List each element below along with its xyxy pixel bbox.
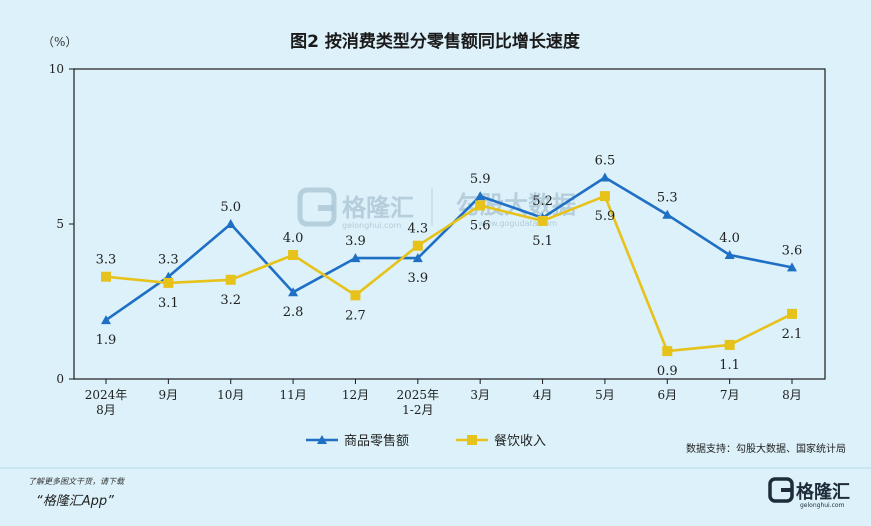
x-tick-label: 8月 [782,388,802,402]
data-label: 5.9 [595,209,616,224]
data-label: 3.9 [407,271,428,286]
data-label: 1.9 [96,333,117,348]
x-tick-label: 10月 [217,388,244,402]
watermark-brand-sub: gelonghui.com [342,221,401,230]
data-label: 6.5 [595,154,616,169]
triangle-marker-icon [317,435,327,444]
data-point [724,339,735,350]
chart-title: 图2 按消费类型分零售额同比增长速度 [290,31,581,52]
y-tick-label: 5 [56,217,64,231]
footer-logo-text: 格隆汇 [796,481,850,503]
data-point [225,274,236,285]
x-tick-label: 3月 [470,388,490,402]
x-axis: 2024年 8月 9月 10月 11月 12月 2025年 1-2月 3月 4月 5月 6月 7月 8月 [85,379,802,417]
watermark-brand: 格隆汇 [342,194,414,222]
data-point [537,215,548,226]
data-point [101,315,111,325]
data-label: 4.0 [719,231,740,246]
series-catering: 3.3 3.1 3.2 4.0 2.7 4.3 5.6 5.1 5.9 0.9 1.1 2.1 [96,191,803,379]
x-tick-label: 9月 [159,388,179,402]
data-label: 5.3 [657,191,678,206]
series-line [105,194,793,353]
data-point [599,191,610,202]
data-point [475,191,486,201]
x-tick-label: 2025年 1-2月 [397,388,440,417]
data-point [288,250,299,260]
source-text: 数据支持：勾股大数据、国家统计局 [686,442,846,455]
data-point [412,240,423,251]
data-label: 3.9 [345,234,366,249]
data-label: 0.9 [657,364,678,379]
legend: 商品零售额 餐饮收入 [306,433,546,449]
data-label: 5.2 [532,194,553,209]
series-retail: 1.9 3.3 5.0 2.8 3.9 3.9 5.9 5.2 6.5 5.3 4.0 3.6 [96,154,803,349]
y-tick-label: 10 [49,62,64,76]
data-point [787,308,797,319]
watermark-data-sub: www.gogudata.com [478,219,557,228]
x-tick-label: 11月 [279,388,306,402]
legend-label-catering: 餐饮收入 [494,433,546,449]
data-point [662,209,673,219]
data-point [599,172,610,182]
data-point [101,271,111,282]
series-layer: 1.93.35.02.83.93.95.95.26.55.34.03.63.33… [96,154,803,380]
data-label: 3.3 [158,253,179,268]
y-tick-label: 0 [56,372,64,386]
gelonghui-logo-icon [768,477,794,503]
data-point [787,262,797,272]
data-point [475,200,486,211]
footer-logo: 格隆汇 gelonghui.com [768,477,850,509]
data-label: 3.2 [220,293,241,308]
footer-app: “格隆汇App” [36,494,114,509]
data-label: 5.9 [470,172,491,187]
y-axis: 0 5 10 [49,62,74,386]
data-label: 5.0 [220,200,241,215]
data-label: 2.7 [345,308,366,323]
data-point [350,253,361,263]
data-label: 2.8 [283,305,304,320]
x-tick-label: 12月 [342,388,369,402]
legend-item-retail: 商品零售额 [306,433,409,449]
data-point [662,346,673,357]
footer-note: 了解更多图文干货，请下载 [28,477,125,486]
watermark-logo-icon [297,187,337,227]
legend-label-retail: 商品零售额 [344,433,409,449]
footer-logo-sub: gelonghui.com [800,502,845,509]
x-tick-label: 7月 [720,388,740,402]
data-label: 5.1 [532,234,553,249]
data-point [412,253,423,263]
data-point [350,290,361,301]
y-unit-label: （%） [42,35,77,49]
data-point [225,219,236,228]
data-label: 4.0 [283,231,304,246]
data-label: 5.6 [470,218,491,233]
series-line [105,176,793,322]
x-tick-label: 6月 [657,388,677,402]
data-label: 1.1 [719,358,740,373]
x-tick-label: 5月 [595,388,615,402]
square-marker-icon [467,435,477,445]
data-label: 3.6 [782,243,803,258]
x-tick-label: 2024年 8月 [85,388,128,417]
data-label: 3.3 [96,253,117,268]
data-label: 2.1 [782,327,803,342]
data-point [163,277,174,288]
x-tick-label: 4月 [533,388,553,402]
data-label: 4.3 [407,222,428,237]
data-point [724,250,735,259]
legend-item-catering: 餐饮收入 [456,433,546,449]
data-label: 3.1 [158,296,179,311]
data-point [288,287,299,297]
